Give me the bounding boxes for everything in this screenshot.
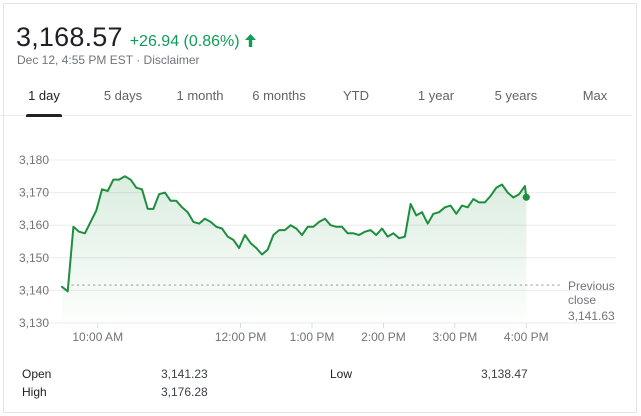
x-tick-label: 12:00 PM bbox=[215, 330, 266, 344]
y-tick-label: 3,130 bbox=[19, 316, 49, 330]
price-line bbox=[61, 175, 528, 293]
tab-6-months[interactable]: 6 months bbox=[252, 88, 306, 103]
tab-5-years[interactable]: 5 years bbox=[494, 88, 538, 103]
x-tick-label: 3:00 PM bbox=[433, 330, 478, 344]
tab-1-day[interactable]: 1 day bbox=[26, 76, 62, 117]
range-tabs: 1 day 5 days 1 month 6 months YTD 1 year… bbox=[0, 76, 632, 117]
timestamp: Dec 12, 4:55 PM EST bbox=[17, 53, 133, 67]
stat-open-value: 3,141.23 bbox=[161, 367, 208, 381]
previous-close-label: close bbox=[568, 293, 596, 307]
y-tick-label: 3,170 bbox=[19, 186, 49, 200]
current-price: 3,168.57 bbox=[16, 22, 123, 52]
tab-5-days[interactable]: 5 days bbox=[103, 88, 143, 103]
price-change: +26.94 (0.86%) bbox=[129, 33, 240, 50]
quote-meta: Dec 12, 4:55 PM EST · Disclaimer bbox=[17, 53, 200, 67]
tab-1-year[interactable]: 1 year bbox=[417, 88, 455, 103]
x-tick-label: 2:00 PM bbox=[361, 330, 406, 344]
price-row: 3,168.57 +26.94 (0.86%) bbox=[16, 22, 256, 53]
disclaimer-link[interactable]: Disclaimer bbox=[143, 53, 200, 67]
y-tick-label: 3,140 bbox=[19, 283, 49, 297]
tab-ytd[interactable]: YTD bbox=[343, 88, 369, 103]
stat-open-label: Open bbox=[22, 367, 52, 381]
stat-low-value: 3,138.47 bbox=[481, 367, 528, 381]
meta-separator: · bbox=[136, 53, 141, 67]
previous-close-label: Previous bbox=[568, 279, 615, 293]
y-tick-label: 3,160 bbox=[19, 218, 49, 232]
y-tick-label: 3,150 bbox=[19, 251, 49, 265]
x-tick-label: 4:00 PM bbox=[504, 330, 549, 344]
stat-high-value: 3,176.28 bbox=[161, 385, 208, 399]
tab-max[interactable]: Max bbox=[582, 88, 608, 103]
price-area bbox=[62, 176, 527, 323]
previous-close-value: 3,141.63 bbox=[568, 309, 615, 323]
tab-1-month[interactable]: 1 month bbox=[176, 88, 224, 103]
x-tick-label: 10:00 AM bbox=[72, 330, 123, 344]
stat-low-label: Low bbox=[330, 367, 353, 381]
x-tick-label: 1:00 PM bbox=[290, 330, 335, 344]
last-price-dot bbox=[522, 193, 530, 201]
stat-high-label: High bbox=[22, 385, 47, 399]
y-tick-label: 3,180 bbox=[19, 153, 49, 167]
arrow-up-icon bbox=[244, 34, 256, 47]
